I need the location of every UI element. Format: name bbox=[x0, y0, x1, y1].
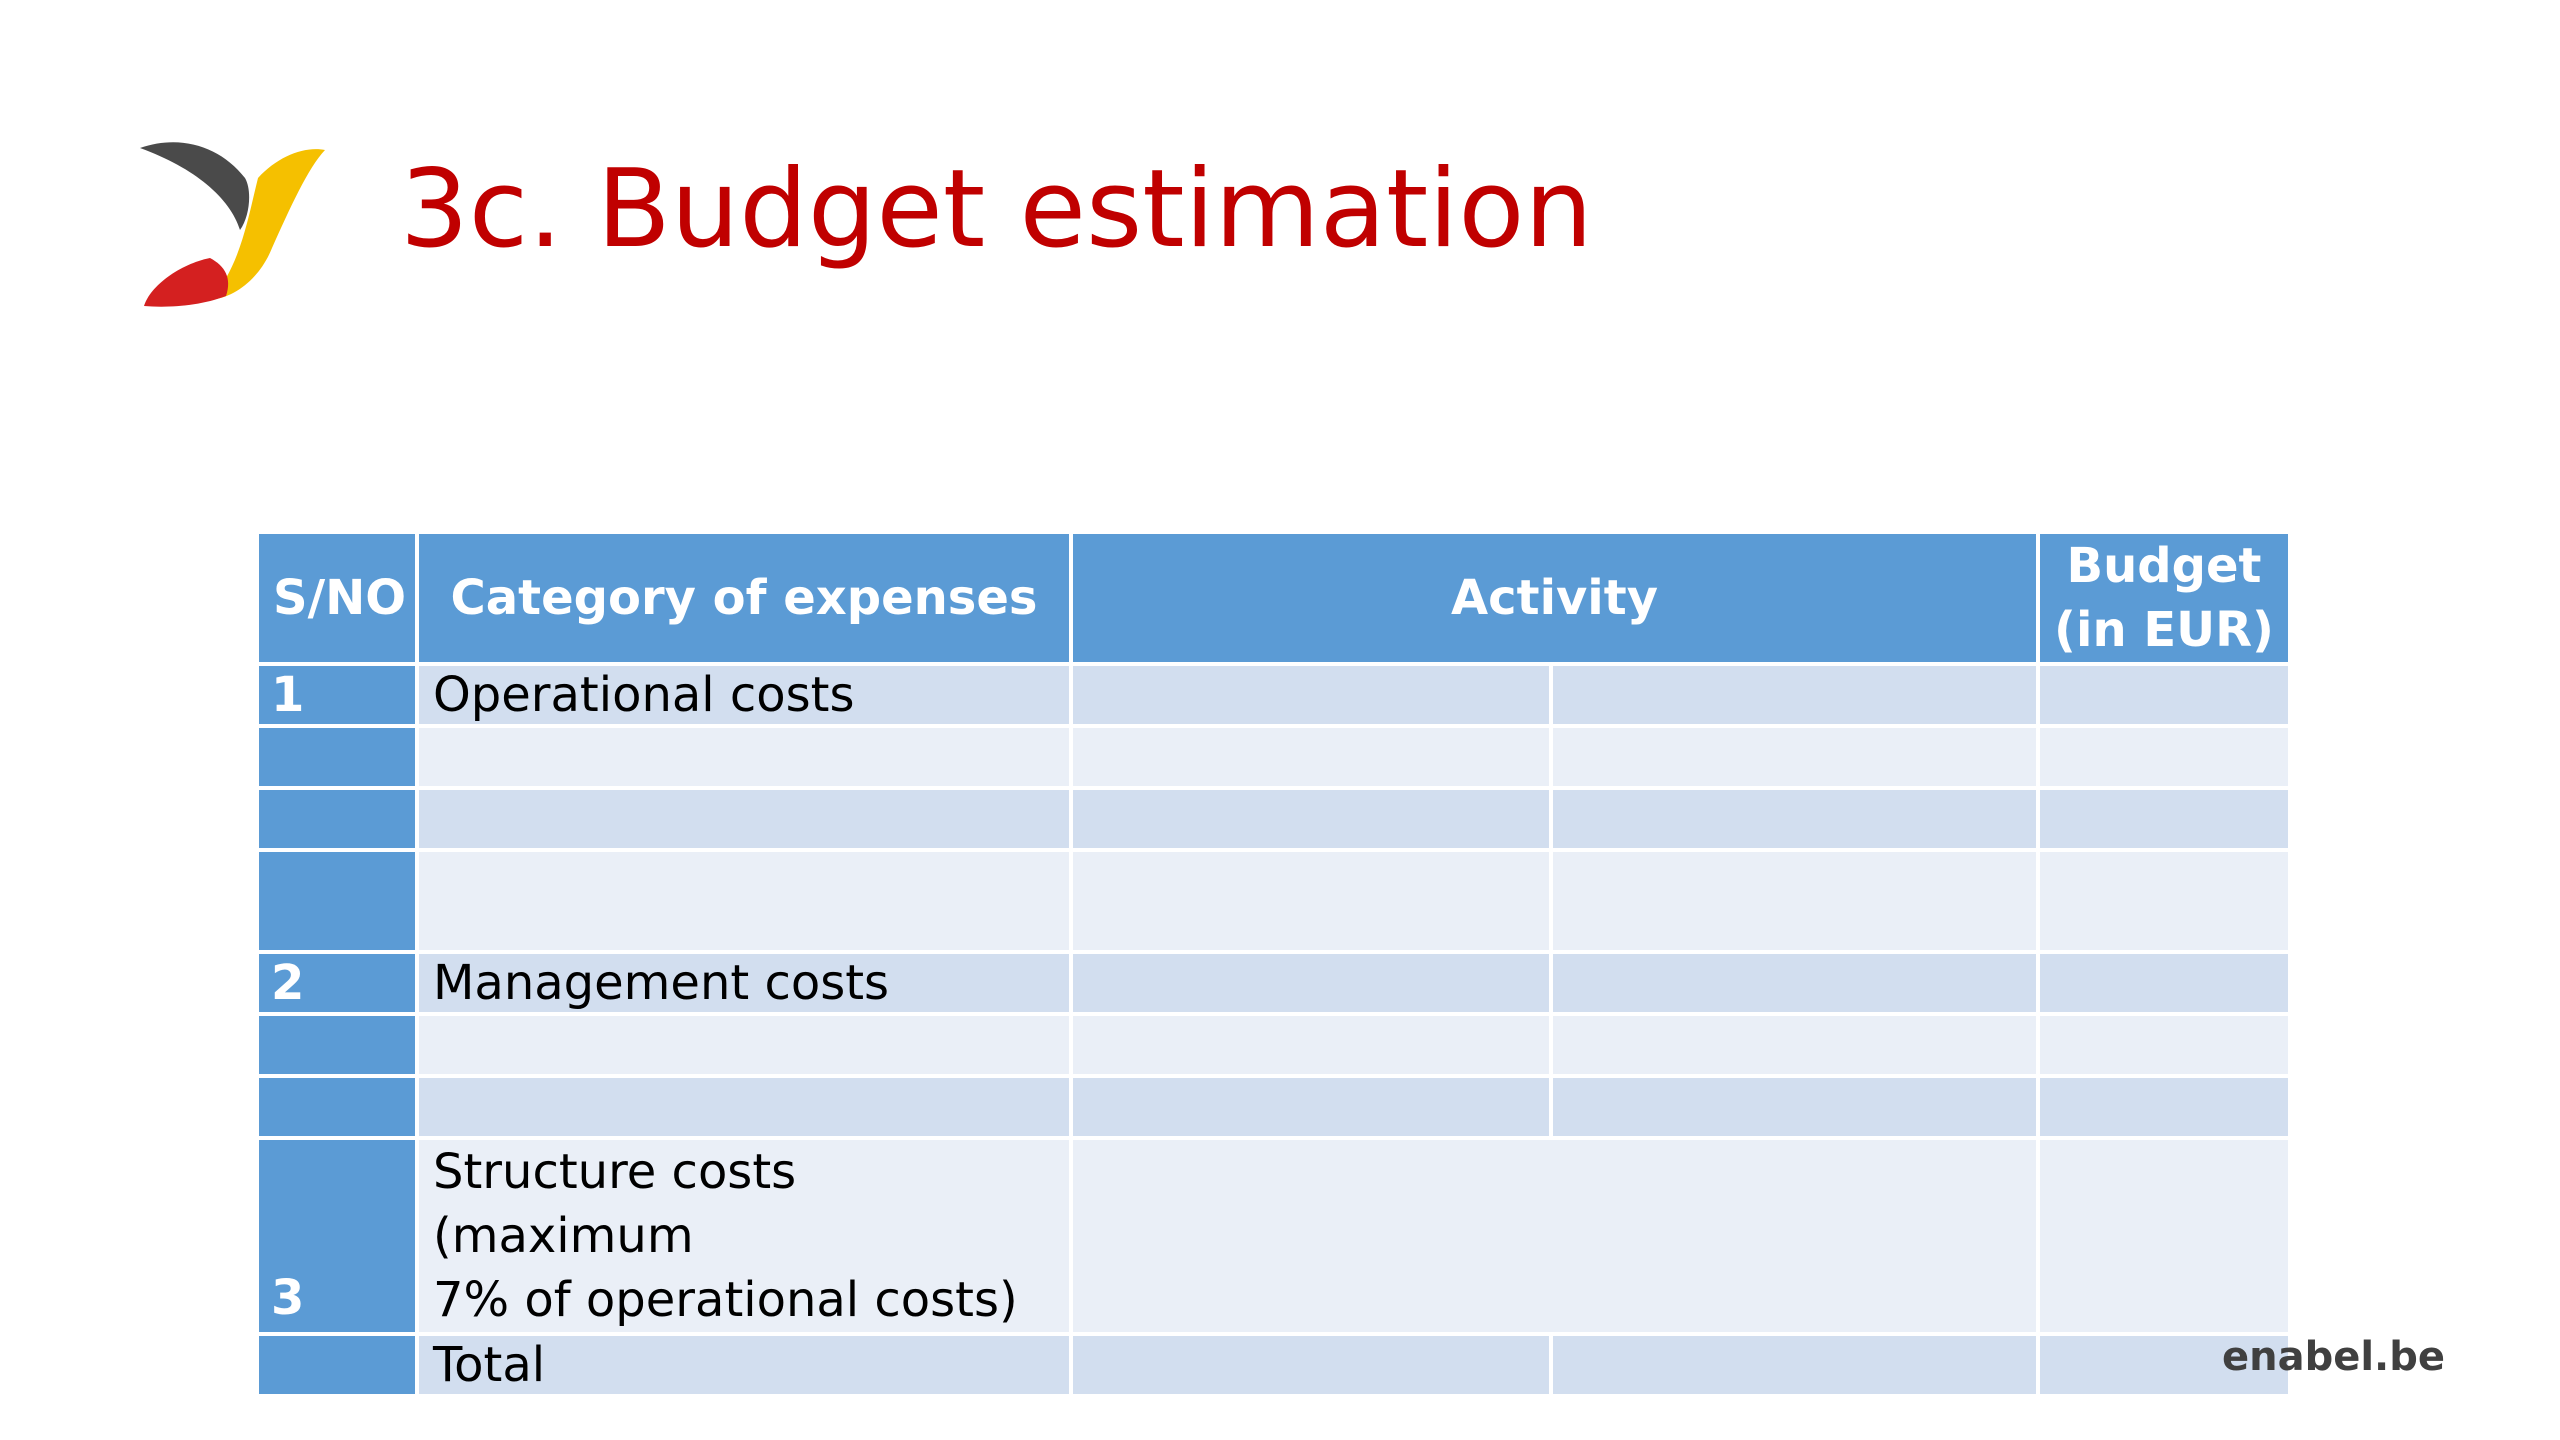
activity-cell[interactable] bbox=[1548, 1332, 2041, 1398]
activity-cell[interactable] bbox=[1069, 1074, 1553, 1140]
activity-cell[interactable] bbox=[1548, 662, 2041, 728]
table-row: 1 Operational costs bbox=[255, 662, 2293, 728]
table-row bbox=[255, 1012, 2293, 1078]
budget-cell[interactable] bbox=[2036, 786, 2293, 852]
activity-cell[interactable] bbox=[1548, 786, 2041, 852]
row-sno: 1 bbox=[255, 662, 419, 728]
activity-cell[interactable] bbox=[1069, 724, 1553, 790]
table-header-row: S/NO Category of expenses Activity Budge… bbox=[255, 530, 2293, 666]
activity-cell[interactable] bbox=[1069, 662, 1553, 728]
header-category: Category of expenses bbox=[415, 530, 1073, 666]
activity-cell[interactable] bbox=[1068, 1136, 2041, 1336]
activity-cell[interactable] bbox=[1548, 950, 2041, 1016]
row-category: Total bbox=[415, 1332, 1073, 1398]
row-sno bbox=[255, 1332, 419, 1398]
table-row bbox=[255, 1074, 2293, 1140]
row-sno bbox=[255, 1012, 419, 1078]
budget-cell[interactable] bbox=[2036, 662, 2293, 728]
budget-cell[interactable] bbox=[2036, 724, 2293, 790]
header-budget-line1: Budget bbox=[2066, 538, 2262, 594]
table-row bbox=[255, 724, 2293, 790]
budget-cell[interactable] bbox=[2036, 1136, 2293, 1336]
activity-cell[interactable] bbox=[1548, 1012, 2041, 1078]
activity-cell[interactable] bbox=[1069, 786, 1553, 852]
budget-cell[interactable] bbox=[2036, 950, 2293, 1016]
row-category[interactable] bbox=[415, 724, 1073, 790]
row-category-line1: Structure costs (maximum bbox=[433, 1144, 797, 1264]
header-budget: Budget (in EUR) bbox=[2036, 530, 2293, 666]
activity-cell[interactable] bbox=[1548, 724, 2041, 790]
budget-cell[interactable] bbox=[2036, 1012, 2293, 1078]
budget-cell[interactable] bbox=[2036, 1074, 2293, 1140]
footer-brand: enabel.be bbox=[2221, 1334, 2445, 1380]
row-sno: 3 bbox=[255, 1136, 419, 1336]
header-sno: S/NO bbox=[255, 530, 419, 666]
row-category: Management costs bbox=[415, 950, 1073, 1016]
row-category: Structure costs (maximum 7% of operation… bbox=[415, 1136, 1073, 1336]
table-row bbox=[255, 786, 2293, 852]
table-row: 3 Structure costs (maximum 7% of operati… bbox=[255, 1136, 2293, 1336]
budget-table: S/NO Category of expenses Activity Budge… bbox=[255, 530, 2293, 1398]
table-row: Total bbox=[255, 1332, 2293, 1398]
budget-cell[interactable] bbox=[2036, 1332, 2293, 1398]
row-category[interactable] bbox=[415, 1074, 1073, 1140]
activity-cell[interactable] bbox=[1069, 848, 1553, 954]
row-category-line2: 7% of operational costs) bbox=[433, 1272, 1018, 1328]
row-category[interactable] bbox=[415, 786, 1073, 852]
row-sno bbox=[255, 724, 419, 790]
table-row: 2 Management costs bbox=[255, 950, 2293, 1016]
row-sno bbox=[255, 848, 419, 954]
slide-title: 3c. Budget estimation bbox=[400, 147, 1593, 272]
row-category[interactable] bbox=[415, 848, 1073, 954]
row-sno bbox=[255, 786, 419, 852]
row-category: Operational costs bbox=[415, 662, 1073, 728]
row-sno bbox=[255, 1074, 419, 1140]
row-sno: 2 bbox=[255, 950, 419, 1016]
row-category[interactable] bbox=[415, 1012, 1073, 1078]
activity-cell[interactable] bbox=[1069, 1332, 1553, 1398]
activity-cell[interactable] bbox=[1069, 950, 1553, 1016]
enabel-logo-icon bbox=[140, 142, 325, 307]
header-budget-line2: (in EUR) bbox=[2054, 602, 2274, 658]
header-activity: Activity bbox=[1068, 530, 2041, 666]
activity-cell[interactable] bbox=[1548, 848, 2041, 954]
table-row bbox=[255, 848, 2293, 954]
activity-cell[interactable] bbox=[1548, 1074, 2041, 1140]
activity-cell[interactable] bbox=[1069, 1012, 1553, 1078]
budget-cell[interactable] bbox=[2036, 848, 2293, 954]
